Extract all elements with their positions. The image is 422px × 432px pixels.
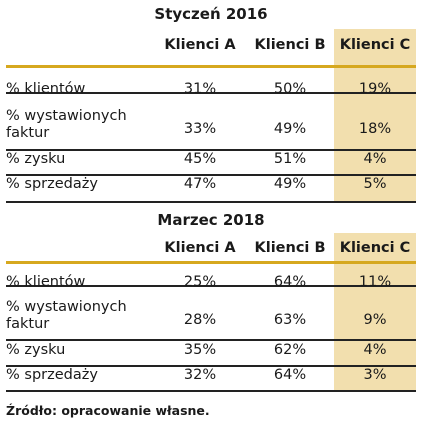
table-cell: 63% [273, 312, 307, 328]
row-label: % klientów [6, 81, 86, 97]
table-cell: 19% [358, 81, 392, 97]
row-label: % zysku [6, 151, 66, 167]
row-label: % sprzedaży [6, 176, 98, 192]
row-rule [6, 201, 416, 203]
highlight-column-c [334, 29, 416, 202]
source-note: Źródło: opracowanie własne. [6, 403, 210, 418]
row-rule [6, 92, 416, 94]
table-cell: 49% [273, 121, 307, 137]
row-label: % wystawionych faktur [6, 108, 127, 141]
row-label: % zysku [6, 342, 66, 358]
row-rule [6, 390, 416, 392]
data-table: Klienci A Klienci B Klienci C % klientów 25%… [6, 233, 416, 393]
column-header: Klienci C [339, 240, 411, 256]
data-table: Klienci A Klienci B Klienci C % klientów 31%… [6, 29, 416, 204]
table-cell: 45% [183, 151, 217, 167]
table-cell: 18% [358, 121, 392, 137]
table-cell: 9% [363, 312, 387, 328]
column-header: Klienci B [254, 37, 326, 53]
table-cell: 25% [183, 274, 217, 290]
row-rule [6, 365, 416, 367]
column-header: Klienci A [164, 37, 236, 53]
table-cell: 64% [273, 367, 307, 383]
table-cell: 31% [183, 81, 217, 97]
row-label: % klientów [6, 274, 86, 290]
row-rule [6, 339, 416, 341]
table-cell: 64% [273, 274, 307, 290]
table-cell: 32% [183, 367, 217, 383]
table-cell: 28% [183, 312, 217, 328]
row-label: % sprzedaży [6, 367, 98, 383]
table-cell: 49% [273, 176, 307, 192]
row-rule [6, 149, 416, 151]
table-cell: 11% [358, 274, 392, 290]
section-title: Styczeń 2016 [154, 5, 268, 23]
table-cell: 51% [273, 151, 307, 167]
row-label: % wystawionych faktur [6, 299, 127, 332]
column-header: Klienci A [164, 240, 236, 256]
highlight-column-c [334, 233, 416, 391]
section-title: Marzec 2018 [157, 211, 265, 229]
table-cell: 33% [183, 121, 217, 137]
header-rule [6, 261, 416, 264]
table-cell: 5% [363, 176, 387, 192]
table-cell: 35% [183, 342, 217, 358]
table-cell: 50% [273, 81, 307, 97]
row-rule [6, 174, 416, 176]
table-cell: 3% [363, 367, 387, 383]
row-rule [6, 285, 416, 287]
header-rule [6, 65, 416, 68]
column-header: Klienci B [254, 240, 326, 256]
table-cell: 4% [363, 342, 387, 358]
table-cell: 4% [363, 151, 387, 167]
table-cell: 47% [183, 176, 217, 192]
table-cell: 62% [273, 342, 307, 358]
column-header: Klienci C [339, 37, 411, 53]
